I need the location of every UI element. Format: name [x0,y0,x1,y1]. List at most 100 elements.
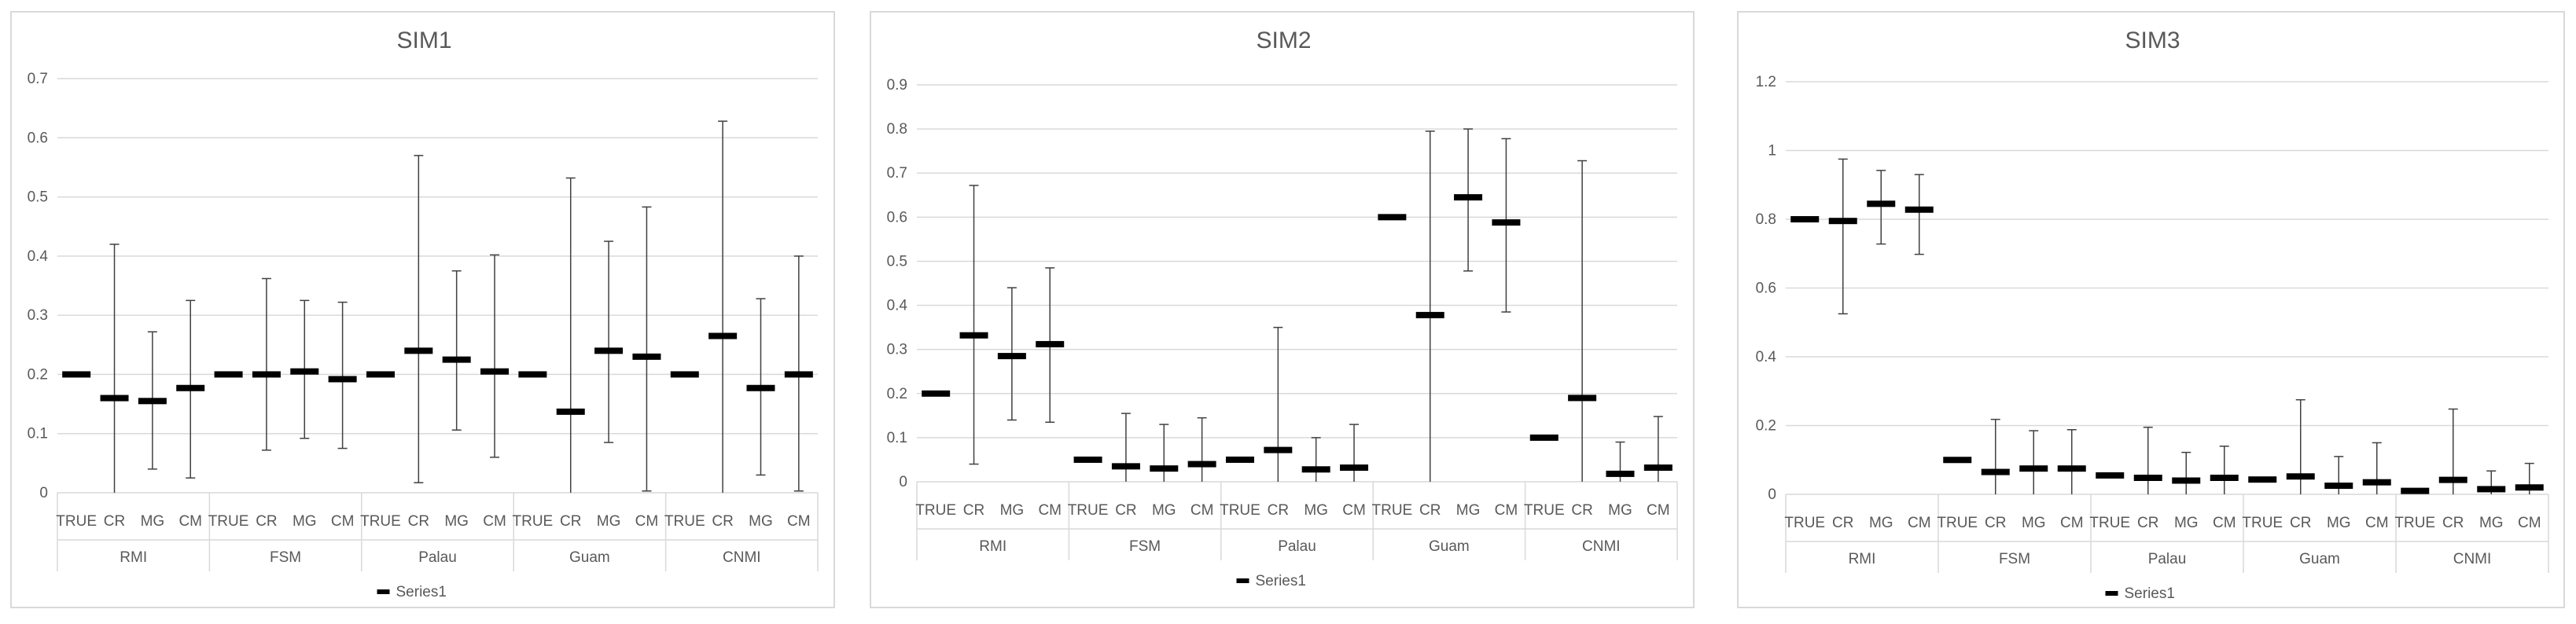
y-tick-label-sim2: 0.6 [887,209,907,226]
legend-swatch-sim3 [2105,591,2118,596]
group-label-sim2: Guam [1429,538,1470,555]
group-label-sim3: Palau [2148,551,2187,567]
value-marker-sim3 [2438,476,2467,483]
category-label-sim3: CM [2213,515,2236,531]
category-label-sim2: MG [1000,502,1025,519]
chart-svg-sim1: SIM1 0 0.1 0.2 0.3 0.4 0.5 0.6 0.7 RMI FSM Palau Gua… [28,28,819,600]
y-tick-label-sim1: 0.3 [28,307,48,324]
value-marker-sim1 [518,371,547,378]
category-label-sim1: CR [256,513,277,530]
value-marker-sim3 [1867,200,1896,207]
category-label-sim2: MG [1456,502,1481,519]
category-label-sim2: TRUE [1068,502,1109,519]
value-marker-sim1 [138,398,167,405]
value-marker-sim2 [1454,194,1483,201]
y-tick-label-sim2: 0.4 [887,298,908,314]
category-label-sim2: CM [1647,502,1670,519]
category-label-sim3: TRUE [1784,515,1825,531]
group-label-sim2: CNMI [1582,538,1621,555]
value-marker-sim3 [2057,465,2086,472]
category-label-sim3: TRUE [2394,515,2435,531]
value-marker-sim3 [1981,468,2010,475]
category-label-sim1: CM [787,513,811,530]
value-marker-sim2 [1187,461,1216,468]
value-marker-sim1 [480,368,510,375]
value-marker-sim2 [1150,465,1179,472]
y-tick-label-sim3: 1.2 [1756,74,1776,90]
category-label-sim1: CM [331,513,355,530]
value-marker-sim3 [1790,216,1820,222]
value-marker-sim1 [594,347,624,354]
y-tick-label-sim2: 0.3 [887,342,907,358]
category-label-sim2: CM [1342,502,1366,519]
category-label-sim1: TRUE [360,513,401,530]
legend-label-sim1: Series1 [396,584,447,600]
value-marker-sim2 [1643,464,1673,472]
value-marker-sim1 [784,371,813,378]
category-label-sim2: CR [1115,502,1136,519]
category-label-sim3: TRUE [1937,515,1978,531]
group-label-sim1: Palau [418,549,457,566]
category-label-sim2: TRUE [915,502,956,519]
chart-panel-sim2: SIM2 0 0.1 0.2 0.3 0.4 0.5 0.6 0.7 0.8 0.9 RMI FSM Pa… [870,11,1695,608]
group-label-sim3: Guam [2299,551,2340,567]
value-marker-sim3 [2286,473,2315,480]
group-label-sim3: CNMI [2453,551,2492,567]
category-label-sim1: CR [408,513,429,530]
y-tick-label-sim3: 0.6 [1756,281,1776,297]
value-marker-sim2 [1301,466,1330,473]
value-marker-sim2 [1264,446,1293,453]
value-marker-sim2 [1111,463,1140,470]
category-label-sim2: CR [1571,502,1592,519]
value-marker-sim3 [2133,475,2162,481]
legend-label-sim2: Series1 [1256,573,1306,589]
value-marker-sim1 [670,371,699,378]
value-marker-sim3 [1828,218,1857,225]
category-label-sim3: MG [1869,515,1893,531]
value-marker-sim1 [556,408,585,415]
value-marker-sim2 [1073,456,1102,463]
group-label-sim1: Guam [569,549,610,566]
category-label-sim3: CR [2137,515,2158,531]
value-marker-sim3 [2096,472,2125,479]
y-tick-label-sim2: 0.9 [887,77,907,94]
y-tick-label-sim2: 0.1 [887,430,907,446]
value-marker-sim3 [2172,477,2201,484]
value-marker-sim1 [214,371,243,378]
value-marker-sim1 [442,356,471,363]
category-label-sim1: CM [178,513,202,530]
y-tick-label-sim2: 0.8 [887,121,907,138]
value-marker-sim2 [1606,470,1635,477]
y-tick-label-sim1: 0.1 [28,426,48,442]
category-label-sim2: MG [1304,502,1328,519]
category-label-sim1: MG [444,513,469,530]
y-tick-label-sim3: 0 [1768,486,1776,503]
y-tick-label-sim1: 0.7 [28,71,48,87]
value-marker-sim2 [922,390,951,397]
value-marker-sim2 [1529,434,1558,441]
y-tick-label-sim2: 0 [899,474,907,490]
value-marker-sim2 [997,353,1026,360]
y-tick-label-sim1: 0.4 [28,248,49,265]
category-label-sim2: MG [1608,502,1632,519]
value-marker-sim1 [404,347,433,354]
category-label-sim3: TRUE [2242,515,2283,531]
category-label-sim3: CM [1908,515,1931,531]
category-label-sim2: TRUE [1220,502,1260,519]
value-marker-sim3 [1904,206,1934,213]
value-marker-sim3 [2248,476,2277,483]
value-marker-sim2 [959,332,988,339]
legend-label-sim3: Series1 [2125,585,2175,602]
group-label-sim1: FSM [270,549,301,566]
category-label-sim2: CR [1419,502,1441,519]
y-tick-label-sim1: 0.5 [28,189,48,206]
group-label-sim3: FSM [1999,551,2030,567]
category-label-sim2: CM [1038,502,1062,519]
category-label-sim3: CR [2290,515,2311,531]
chart-svg-sim3: SIM3 0 0.2 0.4 0.6 0.8 1 1.2 RMI FSM Palau Guam CNMI… [1756,28,2549,602]
category-label-sim1: MG [141,513,165,530]
category-label-sim2: CR [1268,502,1289,519]
group-label-sim2: RMI [979,538,1006,555]
legend-swatch-sim1 [377,589,390,594]
category-label-sim2: TRUE [1524,502,1565,519]
